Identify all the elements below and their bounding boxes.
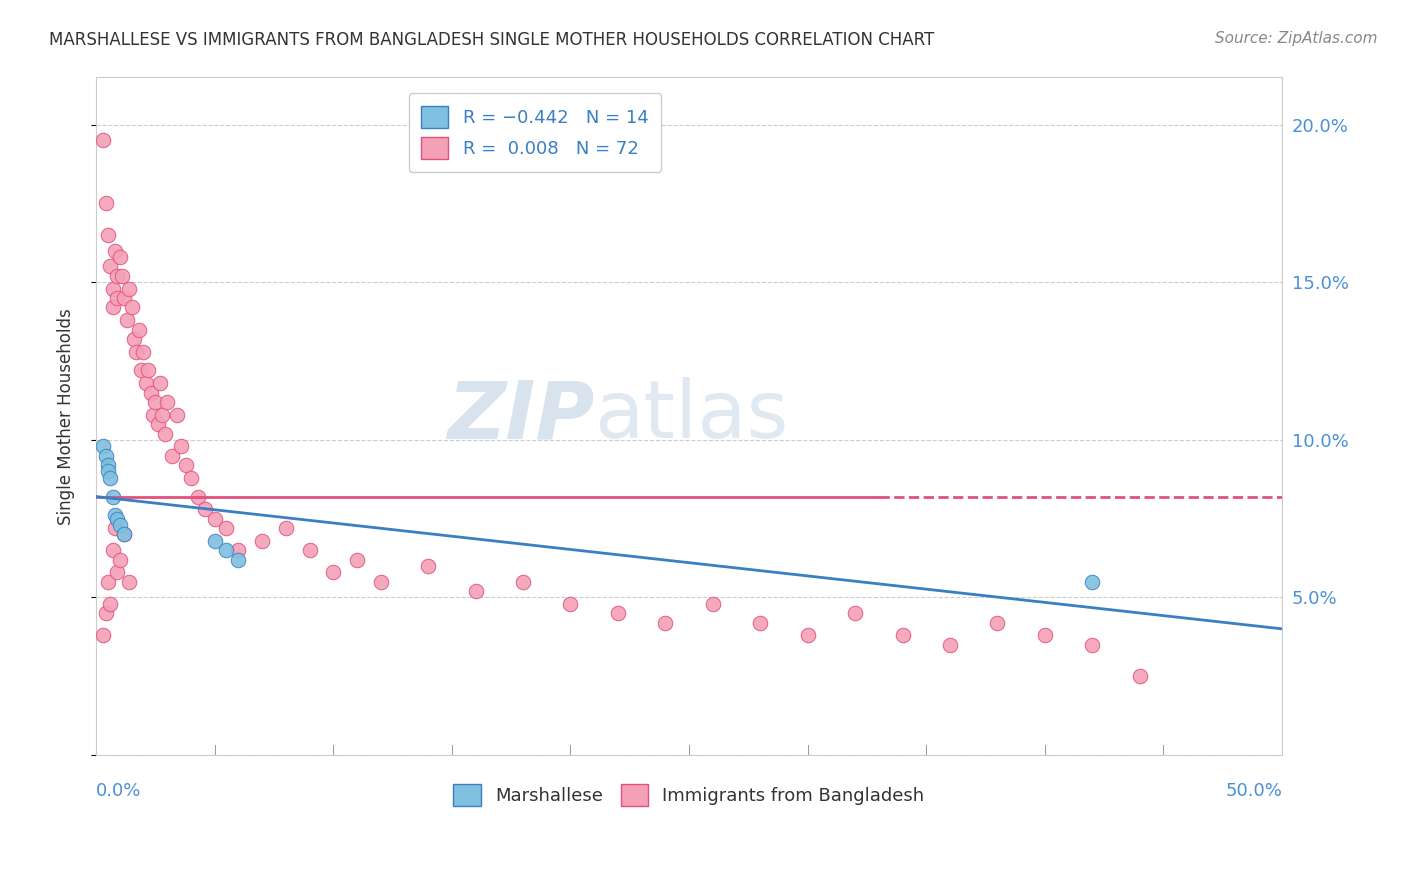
- Point: [416, 558, 439, 573]
- Point: [322, 565, 344, 579]
- Point: [114, 527, 136, 541]
- Point: [91, 133, 114, 147]
- Point: [105, 268, 128, 283]
- Point: [97, 227, 120, 242]
- Point: [121, 301, 143, 315]
- Point: [986, 615, 1008, 630]
- Point: [97, 574, 120, 589]
- Point: [132, 344, 155, 359]
- Point: [844, 606, 866, 620]
- Point: [180, 470, 202, 484]
- Point: [274, 521, 297, 535]
- Point: [1033, 628, 1056, 642]
- Point: [146, 417, 169, 431]
- Point: [152, 408, 174, 422]
- Point: [115, 313, 138, 327]
- Point: [111, 268, 134, 283]
- Point: [139, 385, 162, 400]
- Point: [142, 408, 165, 422]
- Text: ZIP: ZIP: [447, 377, 595, 455]
- Point: [512, 574, 534, 589]
- Point: [125, 344, 148, 359]
- Point: [560, 597, 582, 611]
- Point: [166, 408, 188, 422]
- Point: [136, 363, 159, 377]
- Point: [143, 395, 166, 409]
- Point: [118, 281, 141, 295]
- Point: [94, 606, 117, 620]
- Point: [91, 439, 114, 453]
- Text: MARSHALLESE VS IMMIGRANTS FROM BANGLADESH SINGLE MOTHER HOUSEHOLDS CORRELATION C: MARSHALLESE VS IMMIGRANTS FROM BANGLADES…: [49, 31, 935, 49]
- Point: [370, 574, 392, 589]
- Point: [97, 464, 120, 478]
- Point: [108, 517, 131, 532]
- Point: [215, 521, 238, 535]
- Point: [101, 301, 124, 315]
- Point: [170, 439, 193, 453]
- Text: 0.0%: 0.0%: [96, 782, 142, 800]
- Point: [101, 543, 124, 558]
- Point: [204, 533, 226, 548]
- Point: [346, 552, 368, 566]
- Point: [1081, 574, 1104, 589]
- Point: [187, 490, 209, 504]
- Text: Source: ZipAtlas.com: Source: ZipAtlas.com: [1215, 31, 1378, 46]
- Point: [118, 574, 141, 589]
- Point: [654, 615, 676, 630]
- Point: [98, 260, 121, 274]
- Point: [464, 584, 486, 599]
- Point: [105, 511, 128, 525]
- Point: [160, 449, 183, 463]
- Point: [94, 449, 117, 463]
- Point: [97, 458, 120, 472]
- Point: [94, 196, 117, 211]
- Point: [194, 502, 217, 516]
- Point: [215, 543, 238, 558]
- Text: atlas: atlas: [595, 377, 789, 455]
- Point: [228, 543, 250, 558]
- Point: [122, 332, 145, 346]
- Y-axis label: Single Mother Households: Single Mother Households: [58, 308, 75, 524]
- Point: [114, 527, 136, 541]
- Point: [606, 606, 628, 620]
- Point: [135, 376, 157, 390]
- Point: [104, 508, 127, 523]
- Point: [939, 638, 962, 652]
- Point: [108, 250, 131, 264]
- Point: [108, 552, 131, 566]
- Point: [104, 244, 127, 258]
- Point: [128, 322, 150, 336]
- Point: [98, 470, 121, 484]
- Point: [1081, 638, 1104, 652]
- Point: [174, 458, 197, 472]
- Point: [101, 490, 124, 504]
- Point: [298, 543, 321, 558]
- Point: [98, 597, 121, 611]
- Point: [104, 521, 127, 535]
- Point: [1129, 669, 1152, 683]
- Point: [156, 395, 179, 409]
- Legend: Marshallese, Immigrants from Bangladesh: Marshallese, Immigrants from Bangladesh: [446, 777, 932, 814]
- Point: [204, 511, 226, 525]
- Point: [105, 565, 128, 579]
- Point: [153, 426, 176, 441]
- Point: [702, 597, 724, 611]
- Text: 50.0%: 50.0%: [1225, 782, 1282, 800]
- Point: [250, 533, 273, 548]
- Point: [105, 291, 128, 305]
- Point: [149, 376, 172, 390]
- Point: [228, 552, 250, 566]
- Point: [796, 628, 818, 642]
- Point: [129, 363, 152, 377]
- Point: [749, 615, 772, 630]
- Point: [114, 291, 136, 305]
- Point: [101, 281, 124, 295]
- Point: [91, 628, 114, 642]
- Point: [891, 628, 914, 642]
